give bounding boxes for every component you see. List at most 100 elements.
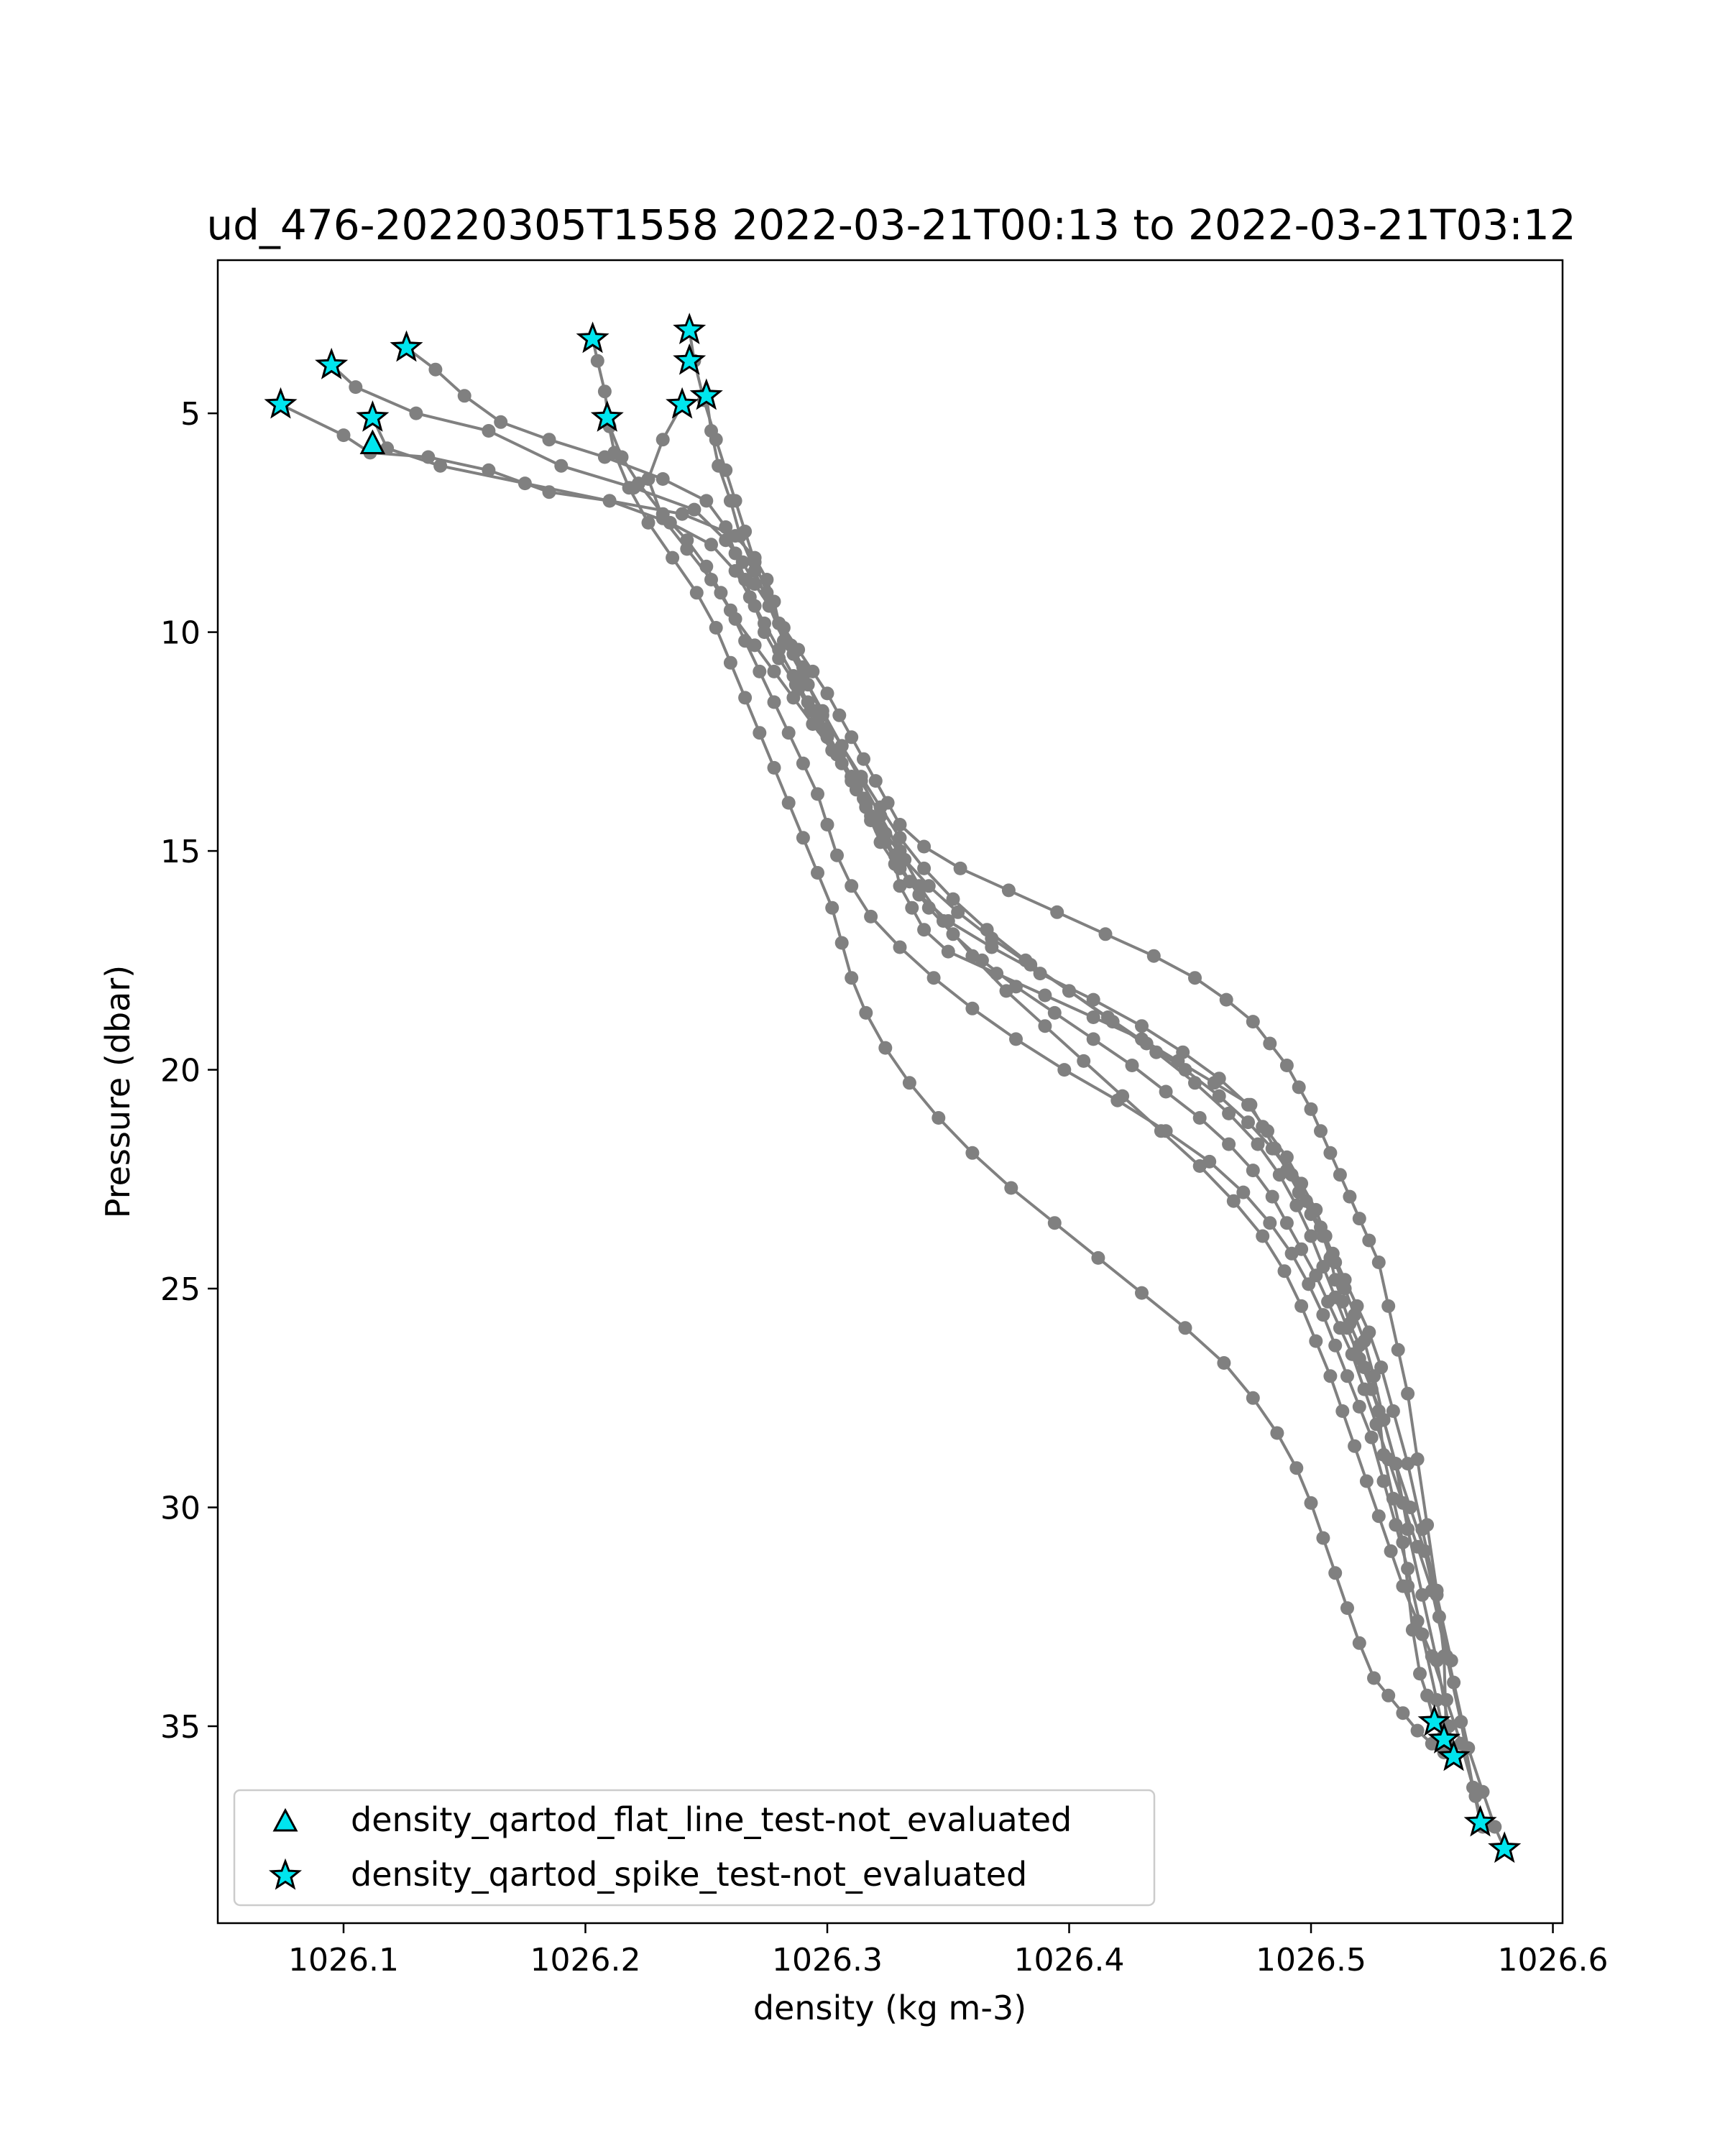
x-tick-label: 1026.4 (1014, 1942, 1125, 1978)
qartod-flags (264, 313, 1522, 1864)
profile-line (704, 395, 1484, 1828)
data-point (1381, 1688, 1396, 1703)
legend-label-flat-line: density_qartod_flat_line_test-not_evalua… (351, 1800, 1072, 1839)
data-point (937, 914, 950, 928)
data-point (704, 424, 718, 438)
data-point (1348, 1439, 1362, 1453)
data-point (772, 642, 786, 657)
spike-flag-marker (689, 378, 723, 410)
data-point (796, 831, 810, 845)
data-point (482, 463, 496, 477)
data-point (1038, 1019, 1052, 1033)
data-point (1352, 1399, 1366, 1414)
spike-flag-marker (1488, 1831, 1522, 1864)
data-point (1340, 1601, 1354, 1616)
data-point (1362, 1325, 1376, 1340)
data-point (1316, 1531, 1330, 1545)
data-point (946, 892, 960, 906)
data-point (1279, 1216, 1294, 1230)
data-point (1192, 1159, 1207, 1173)
data-point (1396, 1706, 1410, 1720)
data-point (1086, 992, 1100, 1007)
data-point (1333, 1168, 1347, 1182)
data-point (1328, 1338, 1343, 1353)
data-point (1401, 1457, 1415, 1471)
profile-line (280, 403, 1436, 1723)
data-point (663, 515, 677, 530)
data-point (738, 634, 753, 648)
data-point (607, 446, 622, 460)
data-point (723, 655, 737, 670)
data-point (1178, 1063, 1192, 1077)
data-point (641, 515, 656, 530)
x-tick-label: 1026.3 (772, 1942, 883, 1978)
data-point (680, 542, 694, 556)
data-point (590, 354, 604, 368)
data-point (1236, 1185, 1251, 1199)
data-point (433, 459, 448, 473)
data-point (1386, 1404, 1400, 1418)
profile-line (647, 404, 1446, 1736)
data-point (921, 879, 936, 893)
data-point (781, 726, 796, 740)
data-point (1091, 1250, 1105, 1265)
data-point (786, 669, 801, 683)
data-point (845, 774, 859, 788)
data-point (687, 502, 702, 517)
data-point (758, 616, 771, 630)
data-point (1047, 1216, 1062, 1230)
data-point (815, 722, 829, 736)
data-point (1047, 1005, 1062, 1020)
data-point (1154, 1124, 1168, 1138)
data-point (554, 459, 569, 473)
data-point (1098, 927, 1113, 941)
data-point (1217, 1356, 1231, 1370)
data-point (738, 691, 753, 705)
data-point (1425, 1649, 1439, 1663)
data-point (859, 1005, 873, 1020)
data-point (1159, 1084, 1173, 1099)
data-point (1246, 1015, 1260, 1029)
y-tick-label: 20 (160, 1053, 201, 1089)
data-point (1391, 1342, 1405, 1357)
legend-star-marker-icon (268, 1858, 303, 1890)
data-point (457, 389, 472, 403)
plot-area (264, 313, 1522, 1864)
data-point (1289, 1461, 1304, 1475)
legend-label-spike: density_qartod_spike_test-not_evaluated (351, 1855, 1027, 1894)
data-point (1309, 1334, 1323, 1348)
data-point (709, 621, 723, 635)
data-point (409, 406, 423, 420)
data-point (1139, 1036, 1154, 1051)
data-point (733, 529, 748, 543)
data-point (912, 879, 926, 893)
data-point (1447, 1675, 1461, 1690)
y-axis-label: Pressure (dbar) (98, 965, 137, 1218)
data-point (641, 472, 656, 486)
data-point (1284, 1246, 1299, 1261)
data-point (1328, 1290, 1343, 1304)
data-point (1415, 1522, 1430, 1537)
y-tick-label: 30 (160, 1491, 201, 1527)
data-point (965, 949, 980, 963)
data-point (801, 695, 815, 709)
data-point (1265, 1189, 1279, 1204)
data-point (1246, 1391, 1260, 1405)
spike-flag-marker (673, 343, 707, 375)
profile-7 (699, 389, 1490, 1834)
data-point (753, 726, 767, 740)
data-point (1116, 1089, 1130, 1103)
data-point (830, 848, 844, 862)
data-point (1340, 1369, 1354, 1383)
data-point (482, 424, 496, 438)
legend-box (233, 1789, 1156, 1907)
data-point (1367, 1671, 1381, 1685)
spike-flag-marker (1437, 1739, 1471, 1772)
data-point (845, 879, 859, 893)
data-point (1454, 1736, 1468, 1751)
plot-frame (216, 259, 1564, 1925)
data-point (1381, 1299, 1396, 1313)
chart-title: ud_476-20220305T1558 2022-03-21T00:13 to… (206, 201, 1576, 249)
data-point (1135, 1019, 1149, 1033)
data-point (1335, 1404, 1350, 1418)
